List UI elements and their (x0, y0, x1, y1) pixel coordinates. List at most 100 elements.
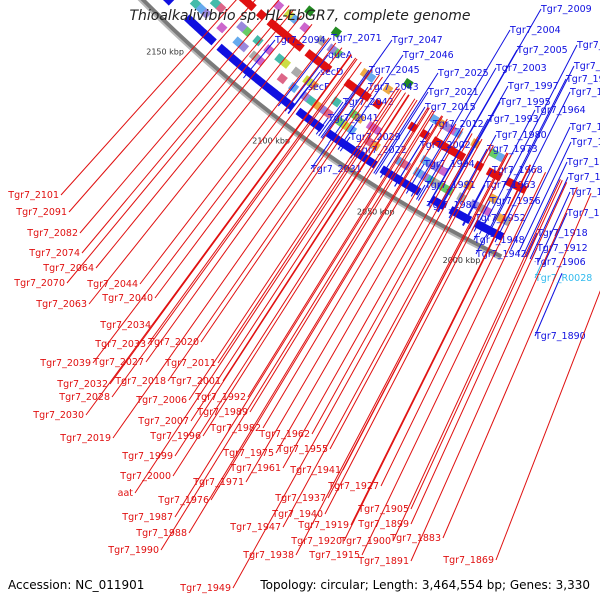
forward-gene-label: Tgr7_1956 (489, 196, 541, 207)
reverse-gene-label: Tgr7_2082 (26, 228, 78, 239)
forward-gene-label-leader (416, 184, 426, 200)
rna-gene-label-group: Tgr7_R0028 (534, 263, 592, 284)
forward-gene-label-leader (373, 72, 439, 174)
reverse-gene-label-leader (442, 193, 592, 539)
gene-block (189, 0, 202, 10)
reverse-gene-label-leader (410, 186, 578, 562)
reverse-gene-label: Tgr7_1999 (121, 451, 173, 462)
forward-gene-label-leader (427, 49, 518, 207)
reverse-gene-label: Tgr7_1988 (135, 528, 187, 539)
forward-gene-label: Tgr7_2041 (327, 113, 379, 124)
reverse-gene-label-leader (210, 115, 444, 501)
forward-gene-label: Tgr7_2025 (437, 68, 489, 79)
forward-gene-label: Tgr7_2003 (495, 63, 547, 74)
forward-gene-label-leader (339, 136, 351, 152)
forward-gene-label: Tgr7_2005 (516, 45, 568, 56)
gene-block (304, 5, 316, 17)
reverse-gene-label: Tgr7_2018 (114, 376, 166, 387)
reverse-gene-label-leader (324, 154, 512, 515)
forward-gene-label-leader (410, 29, 511, 197)
forward-gene-label-leader (320, 69, 370, 138)
gene-block (372, 98, 384, 110)
kbp-tick-label: 2050 kbp (357, 208, 395, 217)
forward-gene-label-leader (328, 86, 369, 144)
forward-gene-label: Tgr7_1912 (536, 243, 588, 254)
topology-text: Topology: circular; Length: 3,464,554 bp… (260, 578, 590, 592)
kbp-tick-label: 2150 kbp (146, 48, 184, 57)
reverse-gene-label-leader (85, 54, 352, 416)
forward-gene-label-leader (494, 91, 571, 243)
kbp-tick-label: 2100 kbp (252, 136, 290, 145)
forward-gene-label: Tgr7_1995 (499, 97, 551, 108)
reverse-gene-label-leader (88, 24, 313, 305)
reverse-gene-label-leader (134, 89, 402, 494)
gene-block (184, 14, 196, 26)
forward-gene-label-leader (318, 101, 344, 137)
reverse-gene-label: Tgr7_2074 (28, 248, 80, 259)
forward-gene-label-leader (475, 236, 486, 255)
reverse-gene-label-leader (392, 179, 561, 542)
reverse-gene-label-leader (79, 0, 280, 234)
reverse-gene-label: Tgr7_2063 (35, 299, 87, 310)
forward-gene-label: Tgr7_2042 (342, 97, 394, 108)
forward-gene-label: Tgr7_1981 (426, 200, 478, 211)
reverse-gene-label: Tgr7_2006 (135, 395, 187, 406)
reverse-gene-label: Tgr7_1915 (308, 550, 360, 561)
forward-gene-label-leader (310, 143, 330, 170)
gene-block (295, 107, 307, 119)
forward-gene-label: Tgr7_2046 (402, 50, 454, 61)
reverse-gene-label-leader (81, 5, 290, 254)
forward-gene-label: Tgr7_1979 (573, 61, 600, 72)
gene-block (299, 22, 311, 34)
reverse-gene-label: Tgr7_2033 (94, 339, 146, 350)
reverse-gene-label-leader (95, 15, 302, 269)
genome-backbone (140, 0, 503, 259)
gene-block (402, 77, 414, 90)
reverse-gene-label-leader (188, 115, 443, 534)
forward-gene-label: Tgr7_1972 (565, 74, 600, 85)
forward-gene-label: Tgr7_2022 (355, 145, 407, 156)
reverse-gene-label-leader (145, 61, 362, 363)
reverse-gene-label-leader (92, 42, 337, 364)
reverse-gene-label-leader (327, 153, 509, 499)
forward-gene-label-leader (321, 39, 393, 139)
forward-gene-label: Tgr7_2047 (391, 35, 443, 46)
reverse-gene-label: Tgr7_2044 (86, 279, 138, 290)
gene-block (419, 155, 431, 167)
reverse-gene-label-leader (410, 180, 563, 510)
reverse-gene-label: Tgr7_2039 (39, 358, 91, 369)
reverse-gene-label: Tgr7_1961 (229, 463, 281, 474)
reverse-gene-label-leader (174, 107, 430, 518)
reverse-gene-label: Tgr7_2034 (99, 320, 151, 331)
reverse-gene-label-leader (172, 98, 416, 477)
reverse-gene-label: Tgr7_2019 (59, 433, 111, 444)
forward-gene-label: Tgr7_1985 (576, 40, 600, 51)
forward-gene-label: Tgr7_1946 (570, 137, 600, 148)
forward-gene-label: Tgr7_2094 (274, 35, 326, 46)
forward-gene-label: secF (308, 82, 329, 93)
gene-block (290, 66, 303, 78)
reverse-gene-label-leader (350, 164, 531, 526)
reverse-gene-label-leader (222, 94, 410, 382)
forward-gene-label-leader (534, 273, 563, 337)
forward-gene-label-leader (243, 39, 276, 79)
reverse-gene-label-leader (343, 164, 532, 542)
reverse-gene-label: Tgr7_2027 (92, 357, 144, 368)
map-title: Thioalkalivibrio sp. HL-EbGR7, complete … (129, 8, 471, 24)
forward-gene-label-leader (437, 101, 501, 213)
gene-block (431, 136, 443, 148)
forward-gene-label: Tgr7_1973 (486, 144, 538, 155)
forward-gene-label: queA (328, 50, 353, 61)
reverse-gene-label: Tgr7_1927 (327, 481, 379, 492)
forward-gene-label: Tgr7_1918 (536, 228, 588, 239)
forward-gene-label: Tgr7_1929 (569, 187, 600, 198)
kbp-tick-label: 2000 kbp (443, 256, 481, 265)
reverse-gene-label: Tgr7_2001 (169, 376, 221, 387)
forward-gene-label: Tgr7_2015 (424, 102, 476, 113)
forward-gene-label: Tgr7_2012 (432, 119, 484, 130)
reverse-gene-label-leader (160, 109, 434, 551)
reverse-gene-label: Tgr7_2011 (164, 358, 216, 369)
reverse-gene-label: Tgr7_2064 (42, 263, 94, 274)
